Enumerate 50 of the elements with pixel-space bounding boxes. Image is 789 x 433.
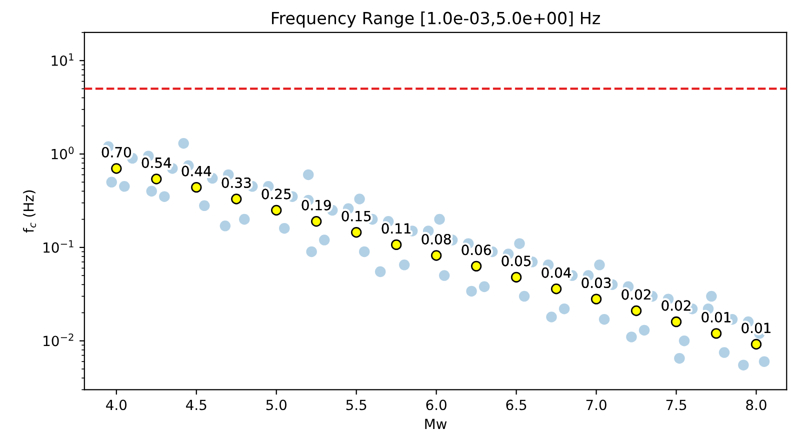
- x-tick-label: 8.0: [746, 400, 766, 410]
- x-tick-label: 6.5: [506, 400, 526, 410]
- point: [710, 328, 722, 339]
- data-label: 0.54: [142, 157, 172, 168]
- data-label: 0.15: [342, 210, 371, 222]
- data-label: 0.01: [742, 322, 770, 334]
- x-tick-label: 6.0: [426, 400, 446, 410]
- point: [430, 250, 442, 261]
- data-label: 0.04: [542, 267, 571, 278]
- point: [630, 305, 642, 316]
- data-label: 0.06: [462, 244, 491, 256]
- point: [750, 338, 762, 350]
- x-tick-label: 4.5: [186, 400, 206, 410]
- x-tick-label: 4.0: [106, 400, 127, 410]
- data-label: 0.05: [502, 256, 531, 266]
- point: [550, 284, 562, 294]
- data-label: 0.03: [582, 278, 611, 288]
- y-tick-label: 10$^{−1}$: [44, 240, 74, 253]
- point: [670, 316, 682, 328]
- x-tick-label: 5.0: [266, 400, 286, 410]
- y-tick-label: 10$^{1}$: [52, 53, 74, 66]
- data-label: 0.08: [422, 234, 451, 244]
- data-label: 0.02: [622, 289, 650, 300]
- y-tick-label: 10$^{−2}$: [44, 333, 74, 346]
- data-label: 0.19: [302, 200, 331, 210]
- data-label: 0.33: [222, 177, 251, 188]
- x-tick-label: 5.5: [346, 400, 366, 410]
- chart-title: Frequency Range [1.0e-03,5.0e+00] Hz: [272, 11, 600, 28]
- point: [231, 194, 242, 204]
- data-label: 0.44: [182, 166, 212, 176]
- point: [311, 216, 322, 227]
- data-label: 0.70: [102, 146, 131, 158]
- x-axis-title: Mw: [425, 418, 447, 429]
- point: [510, 272, 522, 283]
- data-label: 0.02: [662, 300, 690, 311]
- point: [470, 260, 482, 272]
- data-label: 0.25: [262, 188, 291, 200]
- point: [111, 163, 122, 174]
- x-tick-label: 7.5: [666, 400, 686, 410]
- x-tick-label: 7.0: [586, 400, 606, 410]
- point: [390, 239, 402, 250]
- data-label: 0.01: [702, 312, 730, 322]
- point: [151, 174, 162, 184]
- point: [350, 227, 362, 238]
- point: [271, 204, 282, 216]
- data-label: 0.11: [382, 223, 411, 234]
- y-axis-title: f$_{c}$ (Hz): [23, 190, 36, 233]
- point: [590, 294, 602, 304]
- point: [191, 182, 202, 193]
- y-tick-label: 10$^{0}$: [52, 146, 74, 160]
